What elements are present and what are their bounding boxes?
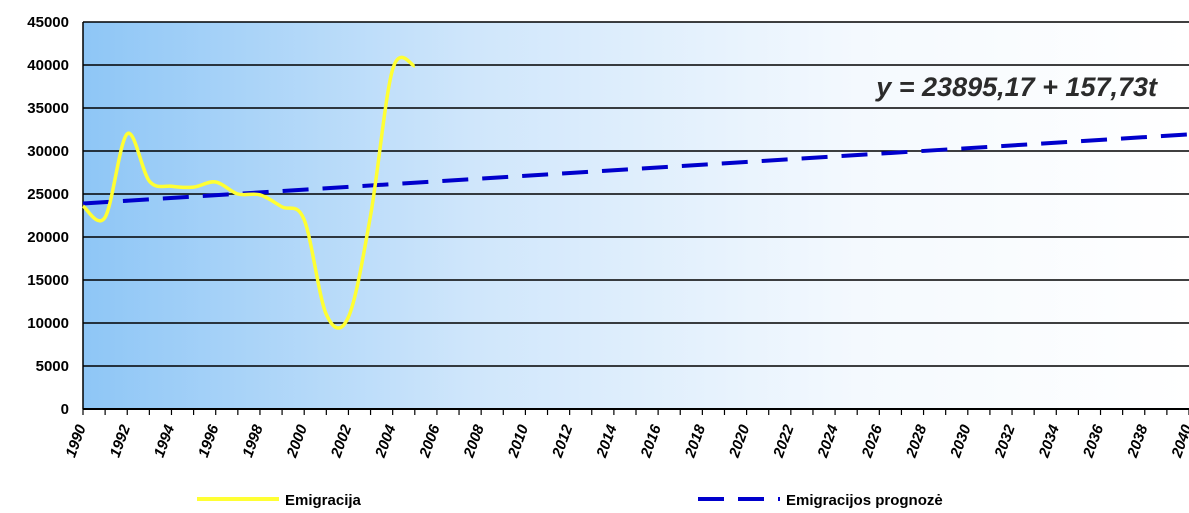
series-group: [81, 55, 1189, 330]
x-tick-label: 2002: [327, 422, 355, 461]
x-tick-label: 2034: [1035, 422, 1063, 461]
x-tick-label: 2004: [372, 422, 400, 461]
x-tick-label: 1990: [62, 422, 90, 460]
series-line-emigracija: [81, 55, 416, 330]
x-axis: 1990 1992 1994 1996 1998 2000 2002 2004 2006 2008…: [62, 409, 1189, 461]
x-tick-label: 1994: [151, 422, 179, 460]
legend-label-emigracija: Emigracija: [285, 492, 362, 509]
x-tick-label: 1992: [107, 422, 135, 460]
legend: Emigracija Emigracijos prognozė: [197, 492, 943, 509]
x-tick-label: 1998: [239, 422, 267, 460]
y-tick-label: 30000: [27, 143, 69, 160]
y-tick-label: 15000: [27, 272, 69, 289]
x-tick-label: 2010: [504, 422, 532, 461]
x-tick-label: 2032: [991, 422, 1019, 461]
x-tick-label: 2016: [637, 422, 665, 461]
plot-area: [83, 22, 1189, 409]
y-tick-label: 5000: [36, 358, 69, 375]
x-tick-label: 2022: [770, 422, 798, 461]
y-tick-label: 0: [61, 401, 69, 418]
legend-label-emigracijos-prognoze: Emigracijos prognozė: [786, 492, 943, 509]
y-tick-label: 25000: [27, 186, 69, 203]
grid-lines: [82, 21, 1189, 410]
x-tick-label: 2026: [858, 422, 886, 461]
x-tick-label: 2036: [1080, 422, 1108, 461]
x-tick-label: 2000: [283, 422, 311, 461]
x-tick-label: 2030: [947, 422, 975, 461]
y-tick-label: 40000: [27, 57, 69, 74]
y-axis: 0 5000 10000 15000 20000 25000 30000 35000 40000…: [27, 14, 69, 418]
y-tick-label: 45000: [27, 14, 69, 31]
x-tick-label: 2008: [460, 422, 488, 461]
x-tick-label: 2028: [903, 422, 931, 461]
x-tick-label: 2038: [1124, 422, 1152, 461]
y-tick-label: 20000: [27, 229, 69, 246]
series-line-emigracijos-prognoze: [82, 132, 1189, 206]
x-tick-label: 2006: [416, 422, 444, 461]
x-tick-label: 2012: [549, 422, 577, 461]
x-tick-label: 2018: [681, 422, 709, 461]
x-tick-label: 2014: [593, 422, 621, 461]
y-tick-label: 35000: [27, 100, 69, 117]
x-tick-label: 2020: [726, 422, 754, 461]
x-tick-label: 1996: [195, 422, 223, 460]
x-tick-label: 2024: [814, 422, 842, 461]
x-tick-label: 2040: [1168, 422, 1189, 461]
equation-annotation: y = 23895,17 + 157,73t: [874, 72, 1158, 102]
y-tick-label: 10000: [27, 315, 69, 332]
